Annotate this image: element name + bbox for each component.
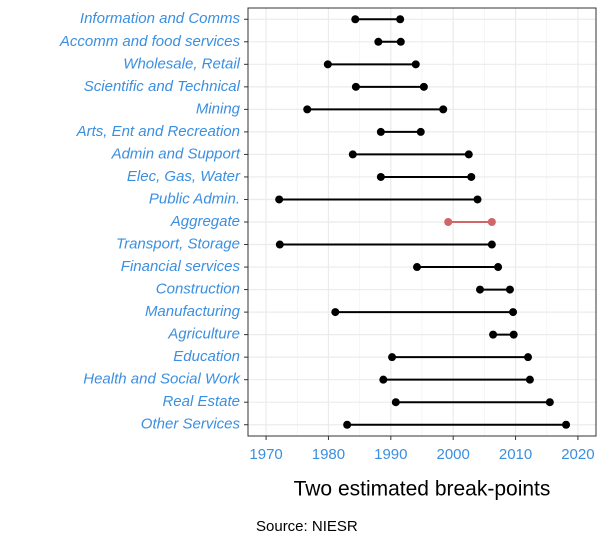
y-tick-label: Agriculture xyxy=(167,326,240,343)
y-tick-label: Transport, Storage xyxy=(116,235,240,252)
y-tick-label: Public Admin. xyxy=(149,190,240,207)
end-point xyxy=(494,263,503,272)
y-tick-label: Elec, Gas, Water xyxy=(127,168,241,185)
end-point xyxy=(439,105,448,114)
end-point xyxy=(473,195,482,204)
x-tick-label: 1970 xyxy=(249,446,282,463)
end-point xyxy=(562,420,571,429)
start-point xyxy=(374,37,383,46)
x-tick-label: 2010 xyxy=(499,446,532,463)
y-tick-label: Mining xyxy=(196,100,241,117)
start-point xyxy=(351,15,360,24)
start-point xyxy=(388,353,397,362)
end-point xyxy=(411,60,420,69)
x-tick-label: 1980 xyxy=(312,446,345,463)
start-point xyxy=(391,398,400,407)
end-point xyxy=(509,330,518,339)
end-point xyxy=(416,127,425,136)
y-tick-label: Construction xyxy=(156,281,240,298)
y-tick-label: Information and Comms xyxy=(80,10,241,27)
end-point xyxy=(396,15,405,24)
start-point xyxy=(343,420,352,429)
end-point xyxy=(525,375,534,384)
start-point xyxy=(275,195,284,204)
y-tick-label: Real Estate xyxy=(162,393,240,410)
y-tick-label: Accomm and food services xyxy=(59,33,241,50)
y-tick-label: Financial services xyxy=(121,258,241,275)
y-tick-label: Aggregate xyxy=(170,213,240,230)
end-point xyxy=(509,308,518,317)
caption: Source: NIESR xyxy=(256,518,358,535)
start-point xyxy=(379,375,388,384)
end-point xyxy=(524,353,533,362)
end-point xyxy=(487,218,496,226)
end-point xyxy=(396,37,405,46)
start-point xyxy=(376,172,385,181)
y-tick-label: Other Services xyxy=(141,416,241,433)
end-point xyxy=(419,82,428,91)
start-point xyxy=(476,285,484,294)
start-point xyxy=(303,105,312,114)
x-tick-label: 2000 xyxy=(436,446,469,463)
x-tick-label: 2020 xyxy=(561,446,594,463)
start-point xyxy=(376,127,385,136)
end-point xyxy=(487,240,496,249)
end-point xyxy=(505,285,514,294)
y-tick-label: Admin and Support xyxy=(111,145,241,162)
start-point xyxy=(489,330,498,339)
x-axis-label: Two estimated break-points xyxy=(294,478,551,501)
start-point xyxy=(351,82,360,91)
start-point xyxy=(331,308,340,317)
y-tick-label: Arts, Ent and Recreation xyxy=(76,123,240,140)
start-point xyxy=(413,263,422,272)
y-tick-label: Health and Social Work xyxy=(83,371,241,388)
y-tick-label: Education xyxy=(173,348,240,365)
end-point xyxy=(467,172,476,181)
start-point xyxy=(444,218,453,226)
y-tick-label: Wholesale, Retail xyxy=(123,55,240,72)
x-tick-label: 1990 xyxy=(374,446,407,463)
start-point xyxy=(348,150,357,159)
end-point xyxy=(464,150,473,159)
start-point xyxy=(323,60,332,69)
start-point xyxy=(275,240,284,249)
y-tick-label: Manufacturing xyxy=(145,303,241,320)
y-tick-label: Scientific and Technical xyxy=(84,78,241,95)
end-point xyxy=(545,398,554,407)
